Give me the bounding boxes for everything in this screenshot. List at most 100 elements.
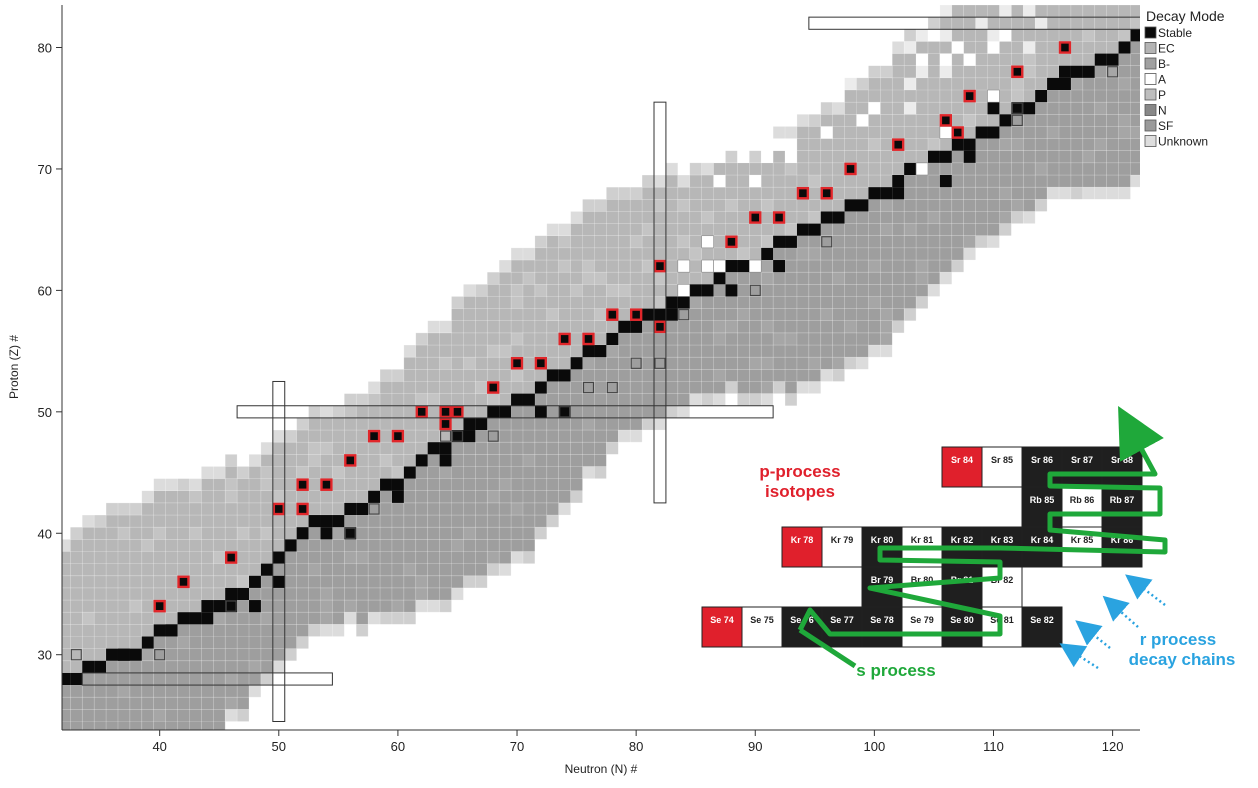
nuclide-cell [511, 515, 523, 528]
stable-cell [249, 575, 261, 588]
nuclide-cell [94, 685, 107, 698]
nuclide-cell [546, 490, 559, 503]
nuclide-cell [451, 369, 464, 382]
nuclide-cell [487, 320, 500, 333]
nuclide-cell [487, 296, 500, 309]
nuclide-cell [129, 672, 142, 686]
nuclide-cell [1070, 114, 1083, 127]
legend-label: N [1158, 104, 1167, 118]
nuclide-cell [904, 235, 917, 248]
nuclide-cell [94, 721, 107, 730]
nuclide-cell [916, 260, 928, 273]
nuclide-cell [82, 685, 95, 698]
nuclide-cell [47, 721, 59, 733]
nuclide-cell [534, 527, 547, 540]
nuclide-cell [0, 746, 11, 758]
nuclide-cell [904, 308, 917, 321]
nuclide-cell [796, 357, 809, 370]
nuclide-cell [546, 466, 559, 479]
nuclide-cell [665, 332, 678, 346]
nuclide-cell [737, 369, 750, 382]
nuclide-cell [975, 162, 988, 176]
nuclide-cell [1047, 162, 1060, 176]
inset-tile [821, 526, 863, 568]
nuclide-cell [665, 393, 678, 406]
nuclide-cell [820, 150, 833, 163]
nuclide-cell [487, 551, 500, 564]
nuclide-cell [511, 247, 523, 261]
nuclide-cell [47, 697, 59, 709]
nuclide-cell [665, 345, 678, 358]
nuclide-cell [463, 478, 476, 491]
inset-tile-label: Sr 87 [1071, 455, 1093, 465]
stable-cell [189, 612, 202, 625]
nuclide-cell [177, 697, 190, 710]
nuclide-cell [654, 381, 666, 394]
nuclide-cell [284, 551, 297, 564]
nuclide-cell [23, 551, 35, 563]
stable-cell [618, 320, 631, 333]
x-tick-label: 120 [1102, 739, 1124, 754]
nuclide-cell [570, 260, 583, 273]
nuclide-cell [284, 636, 297, 649]
nuclide-cell [260, 587, 273, 601]
p-process-marker [749, 211, 762, 224]
nuclide-cell [832, 332, 845, 346]
nuclide-cell [1094, 102, 1107, 115]
hollow-marker [70, 649, 82, 661]
nuclide-cell [820, 247, 833, 261]
stable-cell [35, 673, 47, 685]
stable-cell [368, 490, 381, 503]
nuclide-cell [1059, 53, 1071, 66]
nuclide-cell [62, 636, 71, 649]
nuclide-cell [70, 575, 83, 588]
nuclide-cell [796, 296, 809, 309]
nuclide-cell [880, 138, 893, 151]
inset-tile-label: Rb 87 [1110, 495, 1135, 505]
nuclide-cell [439, 381, 452, 394]
inset-tile-label: Kr 80 [871, 535, 894, 545]
nuclide-cell [975, 17, 988, 30]
nuclide-cell [117, 515, 130, 528]
nuclide-cell [1070, 41, 1083, 54]
nuclide-cell [820, 138, 833, 151]
x-tick-label: 110 [983, 739, 1004, 754]
nuclide-cell [23, 697, 35, 709]
nuclide-cell [272, 624, 285, 637]
nuclide-cell [225, 672, 238, 686]
nuclide-cell [284, 490, 297, 503]
nuclide-cell [487, 539, 500, 552]
nuclide-cell [1142, 0, 1154, 5]
nuclide-cell [439, 539, 452, 552]
nuclide-cell [391, 393, 404, 406]
stable-cell [62, 672, 71, 686]
nuclide-cell [761, 223, 774, 236]
nuclide-cell [380, 515, 392, 528]
nuclide-cell [832, 320, 845, 333]
nuclide-cell [1082, 102, 1095, 115]
nuclide-cell [737, 381, 750, 394]
nuclide-cell [1106, 17, 1119, 30]
legend-swatch [1144, 73, 1157, 85]
nuclide-cell [260, 636, 273, 649]
nuclide-cell [880, 345, 893, 358]
nuclide-cell [796, 150, 809, 163]
stable-cell [832, 211, 845, 224]
inset-tile-label: Sr 84 [951, 455, 973, 465]
nuclide-cell [1070, 77, 1083, 91]
nuclide-cell [11, 588, 23, 600]
nuclide-cell [975, 187, 988, 200]
nuclide-cell [284, 575, 297, 588]
inset-tile [1101, 486, 1143, 528]
nuclide-cell [630, 381, 643, 394]
nuclide-cell [153, 636, 166, 649]
nuclide-cell [427, 502, 440, 516]
nuclide-cell [177, 539, 190, 552]
nuclide-cell [129, 660, 142, 673]
y-tick-label: 50 [38, 405, 52, 420]
nuclide-cell [237, 648, 250, 661]
nuclide-cell [511, 417, 523, 431]
nuclide-cell [558, 393, 571, 406]
nuclide-cell [1059, 126, 1071, 139]
